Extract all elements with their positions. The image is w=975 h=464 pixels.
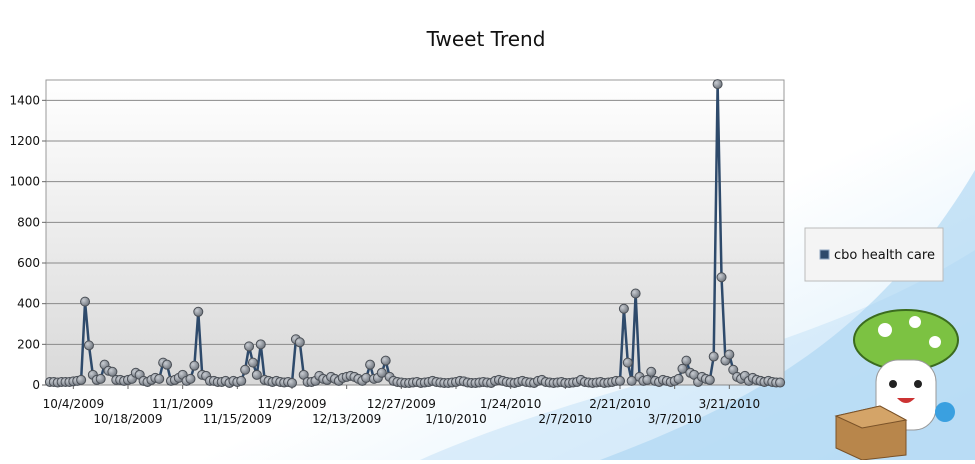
data-point: [255, 339, 266, 350]
data-point: [775, 377, 786, 388]
data-point: [244, 341, 255, 352]
x-tick-label: 12/13/2009: [312, 412, 381, 426]
mascot: [834, 309, 959, 461]
data-point: [716, 272, 727, 283]
data-point: [365, 359, 376, 370]
data-point: [294, 337, 305, 348]
data-point: [626, 375, 637, 386]
x-tick-label: 3/21/2010: [699, 397, 761, 411]
y-tick-label: 400: [17, 297, 40, 311]
x-tick-label: 10/18/2009: [93, 412, 162, 426]
x-tick-label: 3/7/2010: [648, 412, 702, 426]
legend: cbo health care: [804, 227, 944, 282]
legend-label: cbo health care: [834, 248, 935, 263]
y-tick-label: 1400: [9, 93, 40, 107]
data-point: [251, 369, 262, 380]
data-point: [83, 340, 94, 351]
x-tick-label: 11/29/2009: [257, 397, 326, 411]
data-point: [189, 360, 200, 371]
x-tick-label: 10/4/2009: [43, 397, 105, 411]
data-point: [704, 374, 715, 385]
data-point: [240, 364, 251, 375]
data-point: [107, 366, 118, 377]
x-tick-label: 2/21/2010: [589, 397, 651, 411]
data-point: [193, 306, 204, 317]
x-tick-label: 2/7/2010: [538, 412, 592, 426]
data-point: [681, 355, 692, 366]
chart-title: Tweet Trend: [426, 27, 546, 51]
data-point: [247, 357, 258, 368]
x-tick-label: 1/24/2010: [480, 397, 542, 411]
data-point: [287, 377, 297, 388]
data-point: [185, 373, 196, 384]
x-tick-label: 12/27/2009: [367, 397, 436, 411]
x-tick-label: 1/10/2010: [425, 412, 487, 426]
data-point: [630, 288, 641, 299]
data-point: [712, 79, 723, 90]
y-tick-label: 1200: [9, 134, 40, 148]
data-point: [80, 296, 91, 307]
y-tick-label: 800: [17, 215, 40, 229]
data-point: [724, 349, 735, 360]
data-point: [618, 303, 629, 314]
legend-marker: [819, 249, 830, 260]
plot-area: [45, 79, 785, 386]
data-point: [622, 357, 633, 368]
data-point: [162, 359, 173, 370]
y-tick-label: 1000: [9, 175, 40, 189]
data-point: [236, 375, 247, 386]
data-point: [76, 374, 87, 385]
y-tick-label: 600: [17, 256, 40, 270]
data-point: [615, 375, 625, 386]
data-point: [380, 355, 391, 366]
y-tick-label: 200: [17, 337, 40, 351]
data-point: [677, 363, 688, 374]
x-tick-label: 11/1/2009: [152, 397, 214, 411]
y-tick-label: 0: [32, 378, 40, 392]
data-point: [646, 366, 657, 377]
data-point: [154, 373, 165, 384]
data-point: [708, 351, 719, 362]
x-tick-label: 11/15/2009: [203, 412, 272, 426]
data-point: [376, 367, 387, 378]
data-point: [95, 373, 106, 384]
data-point: [673, 373, 684, 384]
